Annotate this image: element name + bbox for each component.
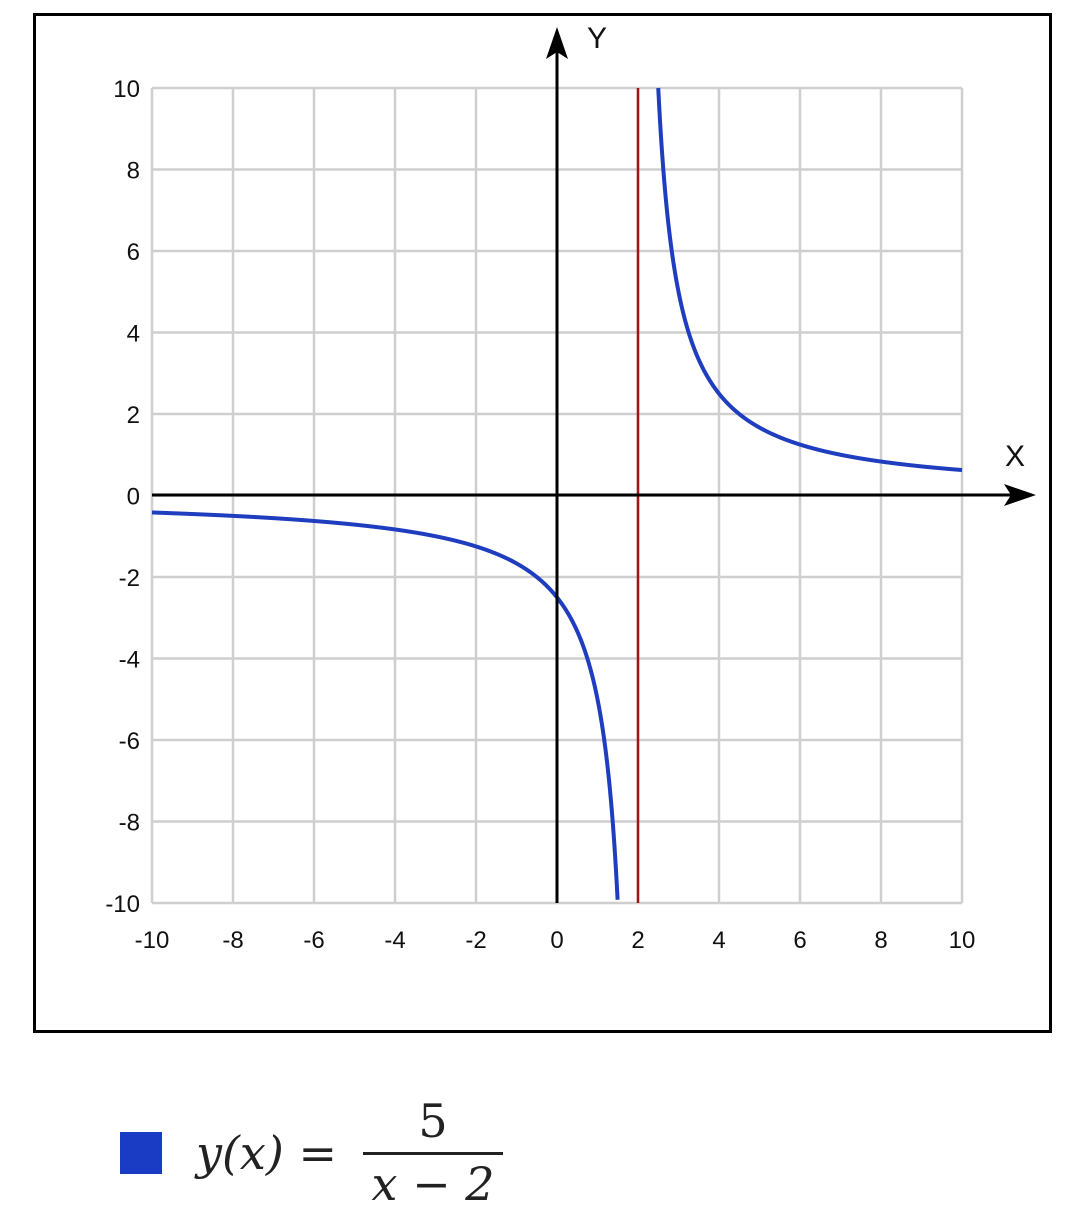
y-axis-arrow-icon [546,27,568,59]
x-tick-label: 6 [793,927,806,954]
x-axis-arrow-icon [1004,484,1036,506]
x-tick-label: 2 [631,927,644,954]
x-tick-label: 0 [550,927,563,954]
x-tick-label: -8 [222,927,243,954]
y-tick-label: 2 [127,402,140,429]
y-tick-label: -6 [119,728,140,755]
legend-swatch [120,1131,162,1174]
y-tick-label: -8 [119,810,140,837]
y-axis-label: Y [587,22,607,55]
y-tick-label: 4 [127,321,140,348]
fraction-bar [363,1152,503,1155]
series-curve-branch [150,510,620,900]
y-tick-label: 8 [127,158,140,185]
x-tick-label: 4 [712,927,725,954]
legend-numerator: 5 [418,1094,448,1148]
y-tick-label: -2 [119,565,140,592]
series-curve-branch [656,87,964,473]
legend-formula-lhs: y(x) = [196,1125,337,1180]
y-tick-label: 10 [113,76,140,103]
y-tick-label: -4 [119,647,140,674]
x-tick-label: 8 [874,927,887,954]
x-tick-label: -10 [135,927,170,954]
x-tick-label: 10 [949,927,976,954]
x-tick-label: -6 [303,927,324,954]
legend: y(x) = 5 x − 2 [120,1085,503,1220]
chart: -10 -8 -6 -4 -2 0 2 4 6 8 10 10 8 6 4 2 0 -2 -4 -6 -8 -10 X Y [105,22,1036,954]
x-axis-label: X [1005,440,1025,473]
legend-fraction: 5 x − 2 [363,1094,503,1211]
chart-frame [33,13,1052,1033]
legend-denominator: x − 2 [371,1157,495,1211]
y-tick-label: 0 [127,484,140,511]
y-tick-label: -10 [105,891,140,918]
x-tick-label: -2 [465,927,486,954]
x-tick-label: -4 [384,927,405,954]
y-tick-label: 6 [127,239,140,266]
